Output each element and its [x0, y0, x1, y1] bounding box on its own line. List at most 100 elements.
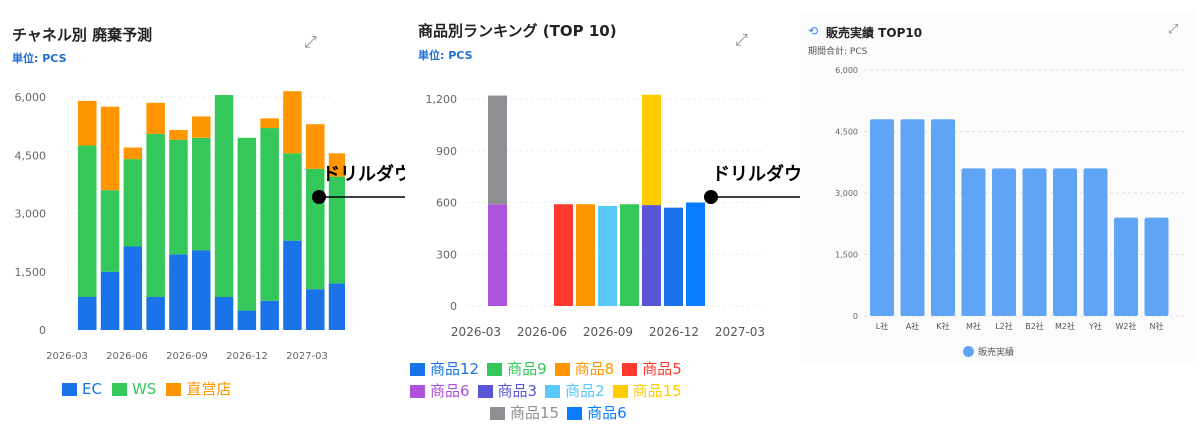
bar-segment-WS: [169, 139, 188, 255]
bar-segment-EC: [169, 254, 188, 330]
bar-segment-直営店: [192, 116, 211, 138]
x-tick-label: L2社: [995, 321, 1013, 331]
bar-segment-直営店: [146, 102, 165, 134]
x-tick-label: M2社: [1055, 321, 1075, 331]
expand-arrows-icon[interactable]: ⤢: [304, 32, 317, 51]
sales-bar: [1114, 217, 1138, 316]
sales-legend: 販売実績: [963, 345, 1014, 358]
y-tick-label: 1,500: [15, 266, 47, 279]
legend-label: WS: [131, 380, 157, 398]
bar-segment-WS: [192, 137, 211, 251]
sales-chart-title: 販売実績 TOP10: [826, 26, 923, 40]
x-tick-label: Y社: [1088, 321, 1102, 331]
expand-arrows-icon[interactable]: ⤢: [1168, 22, 1179, 37]
y-tick-label: 4,500: [15, 149, 47, 162]
legend-label: 商品5: [642, 360, 682, 378]
x-tick-label: 2027-03: [286, 351, 328, 362]
sales-legend-marker: [963, 346, 974, 357]
bar-segment-商品6: [686, 202, 705, 306]
legend-item[interactable]: 商品9: [487, 358, 547, 380]
bar-segment-直営店: [283, 91, 302, 154]
legend-swatch: [490, 406, 505, 420]
x-tick-label: 2026-03: [451, 325, 501, 339]
legend-label: EC: [82, 380, 102, 398]
legend-row: 商品12 商品9 商品8 商品5: [410, 358, 785, 380]
legend-item[interactable]: 商品6: [567, 402, 627, 424]
x-tick-label: A社: [906, 321, 919, 331]
channel-stacked-bar-chart: 6,000 4,500 3,000 1,500 0 2026-03 2026-06 2026-…: [15, 91, 345, 362]
bar-segment-EC: [192, 250, 211, 330]
sales-legend-label: 販売実績: [978, 348, 1015, 358]
bar-segment-EC: [78, 296, 97, 330]
legend-label: 商品3: [497, 382, 538, 400]
x-tick-label: L社: [876, 321, 888, 331]
bar-segment-WS: [283, 153, 302, 241]
legend-swatch: [166, 382, 182, 396]
bar-segment-EC: [306, 289, 325, 330]
legend-swatch: [554, 362, 570, 376]
x-tick-label: 2026-12: [649, 325, 699, 339]
bar-segment-商品6: [488, 204, 507, 306]
y-tick-label: 1,200: [426, 93, 458, 106]
bar-segment-直営店: [123, 147, 143, 160]
sales-period-label: 期間合計: PCS: [808, 47, 868, 57]
legend-swatch: [567, 406, 583, 420]
y-tick-label: 6,000: [15, 91, 47, 104]
legend-item[interactable]: 商品15: [612, 380, 682, 402]
legend-item[interactable]: 直営店: [166, 378, 231, 400]
channel-legend: EC WS 直営店: [62, 378, 241, 402]
bar-segment-WS: [146, 133, 165, 297]
bar-segment-直営店: [260, 118, 279, 129]
sales-bar: [1022, 168, 1047, 316]
y-tick-label: 4,500: [835, 128, 858, 137]
sales-bar-chart: 6,000 4,500 3,000 1,500 0 L社 A社 K社 M社 L2社 B2社 M2社 Y社…: [835, 66, 1185, 331]
x-tick-label: 2026-06: [517, 325, 567, 339]
x-tick-label: 2027-03: [715, 325, 765, 339]
legend-item[interactable]: 商品3: [477, 380, 538, 402]
legend-item[interactable]: 商品8: [554, 358, 614, 380]
product-ranking-panel: 商品別ランキング (TOP 10) 単位: PCS ⤢ 1,200 900 600 3…: [405, 0, 785, 443]
bar-segment-EC: [100, 271, 120, 330]
drilldown-label-1: ドリルダウン: [322, 164, 430, 185]
x-tick-label: W2社: [1116, 321, 1137, 331]
product-legend: 商品12 商品9 商品8 商品5 商品6 商品3 商品2 商品15 商品15 商品6: [410, 358, 785, 424]
legend-label: 商品6: [430, 382, 470, 400]
x-tick-label: 2026-03: [46, 351, 88, 362]
sales-bar: [992, 168, 1016, 316]
legend-item[interactable]: 商品5: [622, 358, 682, 380]
legend-item[interactable]: 商品15: [490, 402, 559, 424]
legend-label: 商品6: [587, 404, 627, 422]
bar-segment-直営店: [100, 106, 120, 191]
x-tick-label: K社: [936, 321, 949, 331]
sales-bar: [961, 168, 986, 316]
sales-bar: [1083, 168, 1108, 316]
legend-item[interactable]: EC: [62, 378, 102, 400]
legend-row: 商品6 商品3 商品2 商品15: [410, 380, 785, 402]
legend-item[interactable]: 商品12: [410, 358, 479, 380]
channel-waste-panel: チャネル別 廃棄予測 単位: PCS ⤢ 6,000 4,500 3,000 1,50…: [0, 0, 345, 443]
bar-segment-WS: [100, 190, 120, 272]
channel-chart-title: チャネル別 廃棄予測: [12, 26, 153, 44]
bar-segment-直営店: [78, 100, 97, 146]
y-tick-label: 300: [436, 248, 457, 261]
y-tick-label: 1,500: [835, 251, 858, 260]
legend-label: 商品12: [430, 360, 480, 378]
legend-item[interactable]: WS: [111, 378, 157, 400]
legend-swatch: [612, 384, 628, 398]
sales-bar: [900, 119, 925, 316]
legend-row: 商品15 商品6: [410, 402, 785, 424]
bar-segment-WS: [78, 145, 97, 297]
sales-bar: [931, 119, 955, 316]
legend-item[interactable]: 商品6: [410, 380, 470, 402]
legend-item[interactable]: 商品2: [545, 380, 605, 402]
bar-segment-EC: [146, 296, 165, 330]
x-tick-label: M社: [966, 321, 981, 331]
legend-label: 商品15: [632, 382, 682, 400]
expand-arrows-icon[interactable]: ⤢: [735, 30, 748, 49]
bar-segment-EC: [237, 310, 257, 330]
product-unit-label: 単位: PCS: [418, 49, 473, 62]
x-tick-label: 2026-06: [106, 351, 148, 362]
legend-label: 商品15: [510, 404, 560, 422]
legend-label: 商品9: [507, 360, 547, 378]
bar-segment-直営店: [306, 124, 325, 169]
